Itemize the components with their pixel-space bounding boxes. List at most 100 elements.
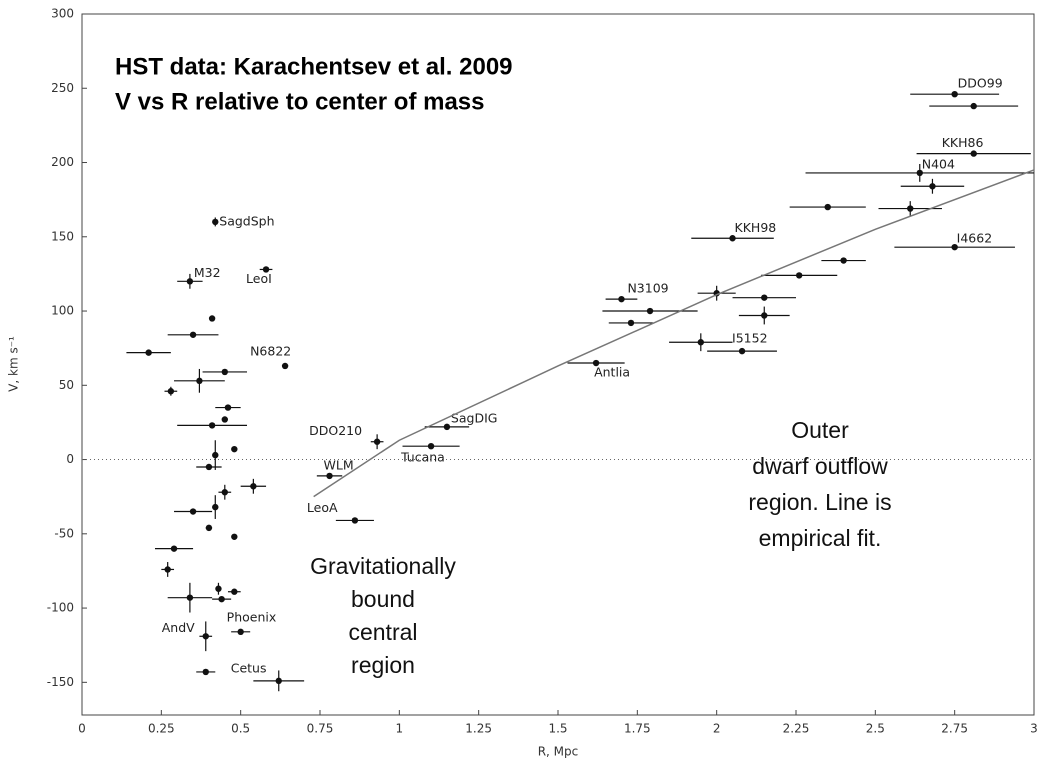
point: [164, 566, 171, 573]
point: [189, 331, 197, 338]
point: [237, 628, 244, 636]
point: [373, 438, 381, 445]
point: [795, 272, 803, 279]
point: [167, 388, 175, 395]
annotation: Outer: [791, 417, 849, 443]
point: [824, 203, 831, 211]
point: [250, 483, 257, 490]
point: [729, 235, 736, 242]
point: [231, 533, 238, 540]
point-label: SagDIG: [451, 410, 498, 425]
point: [761, 312, 768, 319]
point: [215, 585, 222, 592]
point-label: I4662: [957, 231, 993, 246]
point-label: M32: [194, 265, 221, 280]
plot-frame: [81, 13, 1035, 716]
point-label: Phoenix: [227, 609, 277, 624]
point: [351, 517, 359, 524]
point-label: KKH86: [942, 135, 984, 150]
point: [189, 508, 197, 515]
x-tick-label: 1: [396, 722, 404, 736]
point-label: Tucana: [400, 450, 445, 465]
point-label: KKH98: [735, 220, 777, 235]
y-tick-label: -100: [47, 601, 74, 615]
point: [224, 404, 232, 411]
point: [281, 362, 289, 370]
point-label: N6822: [250, 343, 291, 358]
y-axis-label: V, km s⁻¹: [7, 336, 21, 392]
x-tick-label: 2.75: [941, 722, 968, 736]
point: [443, 423, 451, 431]
point: [275, 677, 282, 685]
annotation: bound: [351, 586, 415, 612]
point: [202, 633, 209, 640]
x-tick-label: 0.75: [307, 722, 334, 736]
x-tick-label: 2.25: [783, 722, 810, 736]
chart-title: V vs R relative to center of mass: [115, 88, 485, 115]
y-tick-label: -50: [54, 526, 74, 540]
point-label: I5152: [732, 331, 768, 346]
point: [907, 205, 914, 212]
x-tick-label: 2.5: [866, 722, 885, 736]
point-label: Antlia: [594, 365, 630, 380]
point: [840, 257, 847, 264]
point: [221, 489, 228, 496]
point: [761, 294, 768, 301]
point: [212, 451, 219, 459]
point: [618, 295, 625, 303]
point: [212, 503, 219, 511]
point: [186, 278, 194, 285]
point: [196, 377, 203, 385]
point: [929, 183, 936, 190]
x-tick-label: 0: [78, 722, 86, 736]
x-tick-label: 2: [713, 722, 721, 736]
point: [738, 347, 746, 355]
point-label: AndV: [162, 620, 195, 635]
point: [170, 545, 178, 552]
point: [326, 472, 333, 480]
y-tick-label: 100: [51, 304, 74, 318]
point: [231, 588, 238, 595]
annotation: central: [348, 619, 417, 645]
point-label: N404: [922, 156, 955, 171]
point: [205, 463, 213, 471]
point: [218, 595, 225, 603]
point: [208, 315, 216, 322]
point-label: DDO210: [309, 423, 362, 438]
x-tick-label: 0.25: [148, 722, 175, 736]
point-label: DDO99: [958, 76, 1003, 91]
y-tick-label: 50: [59, 378, 74, 392]
point: [208, 422, 216, 429]
y-tick-label: 250: [51, 81, 74, 95]
x-tick-label: 1.25: [465, 722, 492, 736]
point: [231, 445, 238, 453]
x-tick-label: 1.5: [548, 722, 567, 736]
point-label: SagdSph: [219, 213, 274, 228]
point: [427, 442, 435, 450]
point: [951, 243, 958, 251]
point: [205, 524, 213, 532]
point: [145, 349, 152, 356]
y-tick-label: 150: [51, 229, 74, 243]
point: [970, 102, 977, 110]
point-label: Cetus: [231, 660, 267, 675]
annotation: region: [351, 652, 415, 678]
point: [202, 668, 209, 676]
annotation: region. Line is: [748, 489, 891, 515]
point: [221, 368, 228, 376]
point: [697, 339, 704, 346]
chart-title: HST data: Karachentsev et al. 2009: [115, 53, 513, 80]
x-axis-label: R, Mpc: [538, 745, 579, 759]
x-tick-label: 0.5: [231, 722, 250, 736]
point: [970, 150, 977, 157]
point: [221, 416, 228, 423]
point-label: LeoA: [307, 500, 338, 515]
point-label: WLM: [324, 457, 354, 472]
y-tick-label: 300: [51, 7, 74, 21]
point: [916, 169, 923, 177]
point: [262, 266, 270, 273]
point-label: N3109: [627, 281, 668, 296]
y-tick-label: 0: [66, 452, 74, 466]
point: [186, 594, 194, 601]
